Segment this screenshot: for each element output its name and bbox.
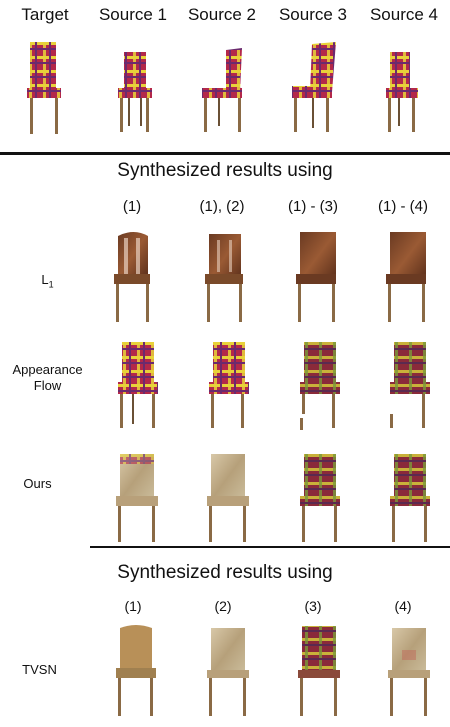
result-appearance-flow-2: [195, 338, 265, 438]
section1-title: Synthesized results using: [117, 160, 333, 181]
result-ours-1: [104, 450, 174, 550]
result-l1-4: [376, 228, 446, 328]
chair-image-target: [10, 38, 80, 138]
row-label-l1-subscript: 1: [48, 279, 54, 290]
section-divider-thin: [90, 546, 450, 548]
result-appearance-flow-3: [286, 338, 356, 438]
header-label-source-1: Source 1: [98, 5, 168, 24]
section1-column-4: (1) - (4): [378, 198, 428, 215]
result-tvsn-2: [195, 620, 265, 720]
section2-column-4: (4): [394, 598, 412, 614]
row-label-ours: Ours: [23, 476, 52, 491]
result-appearance-flow-4: [376, 338, 446, 438]
header-label-source-2: Source 2: [187, 5, 257, 24]
section1-column-2: (1), (2): [199, 198, 245, 215]
row-label-l1-text: L: [41, 272, 49, 287]
result-l1-3: [286, 228, 356, 328]
result-ours-3: [286, 450, 356, 550]
chair-image-source-1: [100, 38, 170, 138]
row-label-appearance: Appearance: [12, 362, 83, 377]
chair-image-source-2: [190, 38, 260, 138]
section-divider-thick: [0, 152, 450, 155]
result-appearance-flow-1: [104, 338, 174, 438]
row-label-flow: Flow: [33, 378, 62, 393]
section2-column-1: (1): [124, 598, 142, 614]
section2-title: Synthesized results using: [117, 562, 333, 583]
row-label-l1: L1: [0, 272, 95, 293]
result-tvsn-3: [286, 620, 356, 720]
section1-column-1: (1): [122, 198, 142, 215]
section2-column-2: (2): [214, 598, 232, 614]
row-label-tvsn: TVSN: [22, 662, 57, 677]
result-l1-1: [104, 228, 174, 328]
section1-column-3: (1) - (3): [288, 198, 338, 215]
row-label-appearance-flow: Appearance Flow: [0, 362, 95, 394]
result-ours-2: [195, 450, 265, 550]
result-tvsn-4: [376, 620, 446, 720]
header-label-target: Target: [21, 5, 69, 24]
result-tvsn-1: [104, 620, 174, 720]
section2-column-3: (3): [304, 598, 322, 614]
header-label-source-3: Source 3: [278, 5, 348, 24]
chair-image-source-4: [370, 38, 440, 138]
result-ours-4: [376, 450, 446, 550]
header-label-source-4: Source 4: [369, 5, 439, 24]
chair-image-source-3: [280, 38, 350, 138]
result-l1-2: [195, 228, 265, 328]
